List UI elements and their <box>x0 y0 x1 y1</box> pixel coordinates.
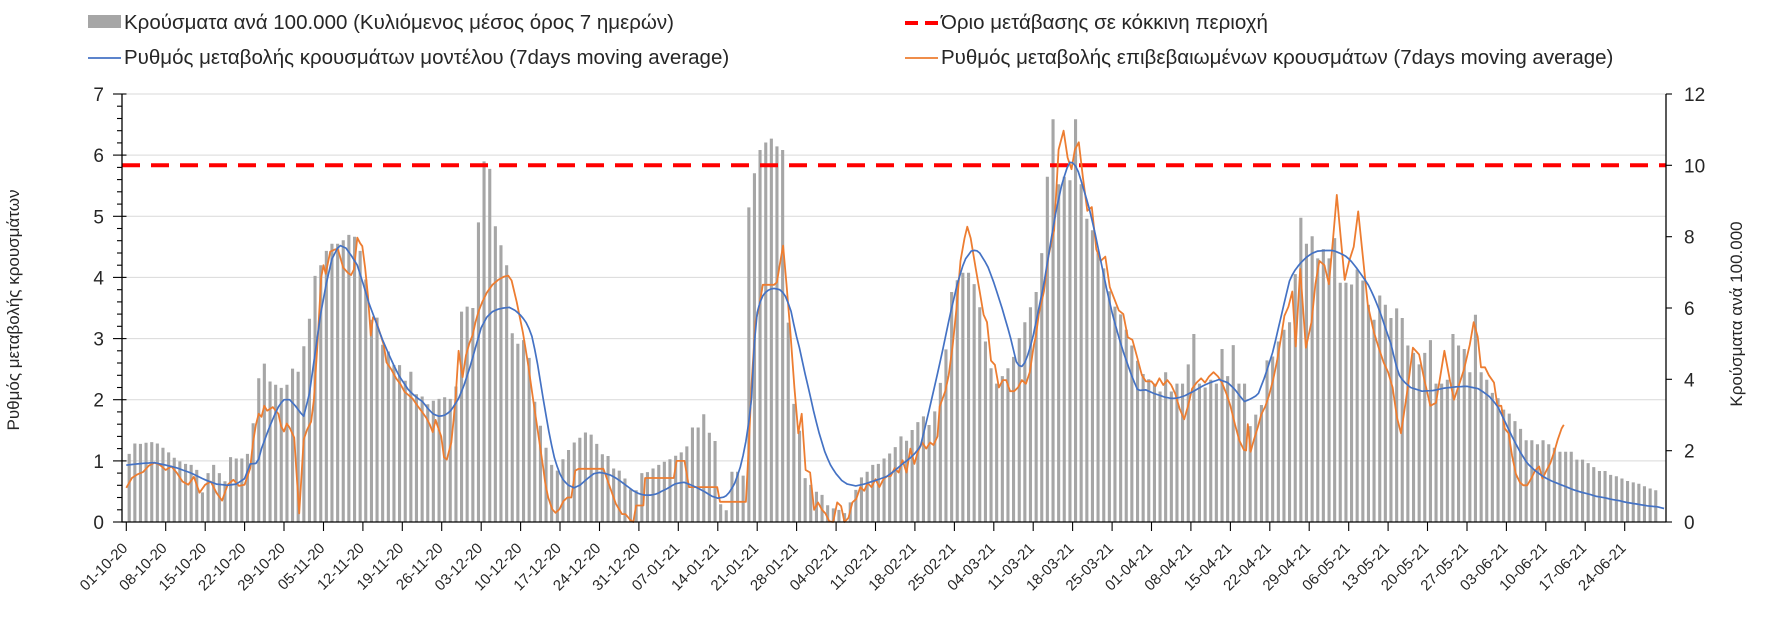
svg-text:0: 0 <box>93 513 104 534</box>
svg-text:Ρυθμός μεταβολής κρουσμάτων μο: Ρυθμός μεταβολής κρουσμάτων μοντέλου (7d… <box>124 46 729 69</box>
svg-text:10: 10 <box>1684 156 1705 177</box>
svg-text:6: 6 <box>93 146 104 167</box>
svg-text:Όριο μετάβασης σε κόκκινη περι: Όριο μετάβασης σε κόκκινη περιοχή <box>940 11 1268 34</box>
svg-text:Κρούσματα ανά 100.000 (Κυλιόμε: Κρούσματα ανά 100.000 (Κυλιόμενος μέσος … <box>124 11 674 34</box>
svg-text:Ρυθμός μεταβολής επιβεβαιωμένω: Ρυθμός μεταβολής επιβεβαιωμένων κρουσμάτ… <box>941 46 1613 69</box>
svg-text:Κρούσματα ανά 100.000: Κρούσματα ανά 100.000 <box>1727 221 1746 406</box>
svg-text:3: 3 <box>93 330 104 351</box>
svg-text:1: 1 <box>93 452 104 473</box>
svg-text:4: 4 <box>93 268 104 289</box>
svg-text:2: 2 <box>1684 442 1695 463</box>
svg-text:0: 0 <box>1684 513 1695 534</box>
svg-text:2: 2 <box>93 391 104 412</box>
svg-text:8: 8 <box>1684 228 1695 249</box>
svg-text:4: 4 <box>1684 370 1695 391</box>
svg-text:7: 7 <box>93 85 104 106</box>
svg-text:Ρυθμός μεταβολής κρουσμάτων: Ρυθμός μεταβολής κρουσμάτων <box>4 190 23 431</box>
svg-text:12: 12 <box>1684 85 1705 106</box>
svg-text:5: 5 <box>93 207 104 228</box>
svg-text:6: 6 <box>1684 299 1695 320</box>
